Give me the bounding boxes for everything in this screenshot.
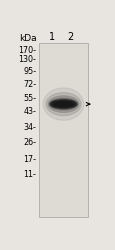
- Text: 130-: 130-: [19, 55, 36, 64]
- Text: 17-: 17-: [23, 156, 36, 164]
- Text: 43-: 43-: [23, 107, 36, 116]
- Text: 170-: 170-: [18, 46, 36, 55]
- Ellipse shape: [49, 98, 77, 110]
- Text: 34-: 34-: [23, 123, 36, 132]
- Text: 72-: 72-: [23, 80, 36, 89]
- Ellipse shape: [48, 96, 78, 112]
- Text: 26-: 26-: [23, 138, 36, 146]
- Ellipse shape: [51, 101, 75, 107]
- Ellipse shape: [43, 88, 83, 120]
- Ellipse shape: [50, 100, 76, 109]
- Ellipse shape: [46, 92, 80, 116]
- Text: 95-: 95-: [23, 67, 36, 76]
- Bar: [38, 42, 88, 217]
- Text: 11-: 11-: [23, 170, 36, 179]
- Text: 2: 2: [67, 32, 73, 42]
- Ellipse shape: [53, 102, 73, 107]
- Text: 55-: 55-: [23, 94, 36, 103]
- Text: kDa: kDa: [19, 34, 37, 43]
- Ellipse shape: [56, 102, 70, 106]
- Text: 1: 1: [48, 32, 54, 42]
